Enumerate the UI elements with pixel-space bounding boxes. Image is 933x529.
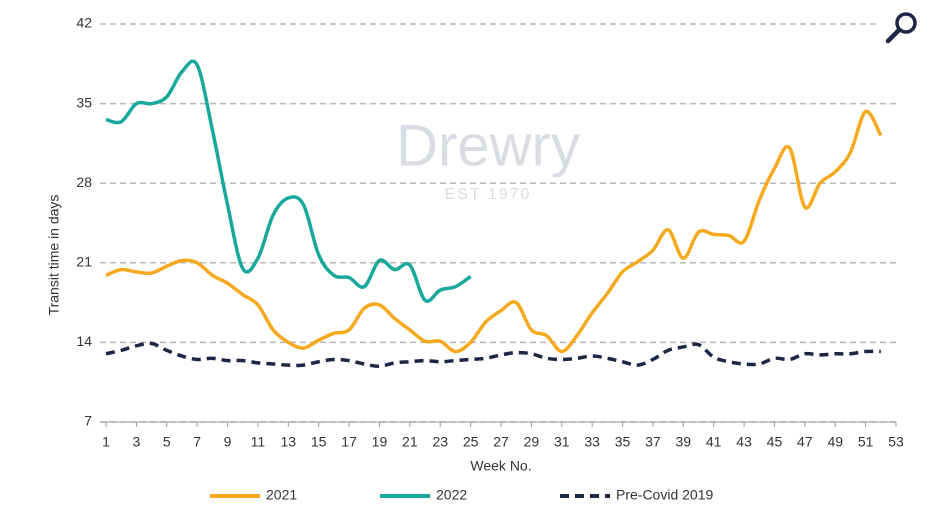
x-tick-label: 13 xyxy=(281,434,297,450)
watermark-tagline: EST 1970 xyxy=(445,186,532,203)
x-tick-label: 35 xyxy=(615,434,631,450)
x-tick-label: 37 xyxy=(645,434,661,450)
x-tick-label: 49 xyxy=(827,434,843,450)
y-tick-label: 21 xyxy=(76,254,92,270)
x-tick-label: 5 xyxy=(163,434,171,450)
x-axis-title: Week No. xyxy=(470,458,531,474)
x-tick-label: 51 xyxy=(858,434,874,450)
x-tick-label: 31 xyxy=(554,434,570,450)
x-tick-label: 9 xyxy=(224,434,232,450)
legend-label: 2022 xyxy=(436,487,467,503)
x-tick-label: 23 xyxy=(432,434,448,450)
x-tick-label: 45 xyxy=(767,434,783,450)
x-tick-label: 17 xyxy=(341,434,357,450)
x-tick-label: 47 xyxy=(797,434,813,450)
x-tick-label: 27 xyxy=(493,434,509,450)
x-tick-label: 21 xyxy=(402,434,418,450)
watermark-brand: Drewry xyxy=(396,113,580,178)
legend-label: 2021 xyxy=(266,487,297,503)
legend-label: Pre-Covid 2019 xyxy=(616,487,713,503)
x-tick-label: 43 xyxy=(736,434,752,450)
series-line xyxy=(105,341,881,369)
series-line xyxy=(105,109,883,354)
y-tick-label: 14 xyxy=(76,333,92,349)
search-icon[interactable] xyxy=(895,12,917,34)
search-button[interactable] xyxy=(880,8,928,48)
x-tick-label: 39 xyxy=(676,434,692,450)
x-tick-label: 1 xyxy=(102,434,110,450)
x-tick-label: 11 xyxy=(251,434,266,450)
x-tick-label: 41 xyxy=(706,434,722,450)
x-tick-label: 3 xyxy=(132,434,140,450)
x-tick-label: 25 xyxy=(463,434,479,450)
y-tick-label: 7 xyxy=(84,413,92,429)
x-tick-label: 19 xyxy=(372,434,388,450)
x-tick-label: 33 xyxy=(584,434,600,450)
x-tick-label: 7 xyxy=(193,434,201,450)
x-tick-label: 15 xyxy=(311,434,327,450)
series-line xyxy=(105,59,472,303)
y-tick-label: 42 xyxy=(76,15,92,31)
x-tick-label: 29 xyxy=(524,434,540,450)
y-tick-label: 28 xyxy=(76,174,92,190)
x-tick-label: 53 xyxy=(888,434,904,450)
y-axis-title: Transit time in days xyxy=(46,195,62,316)
y-tick-label: 35 xyxy=(76,94,92,110)
search-handle[interactable] xyxy=(885,27,902,44)
